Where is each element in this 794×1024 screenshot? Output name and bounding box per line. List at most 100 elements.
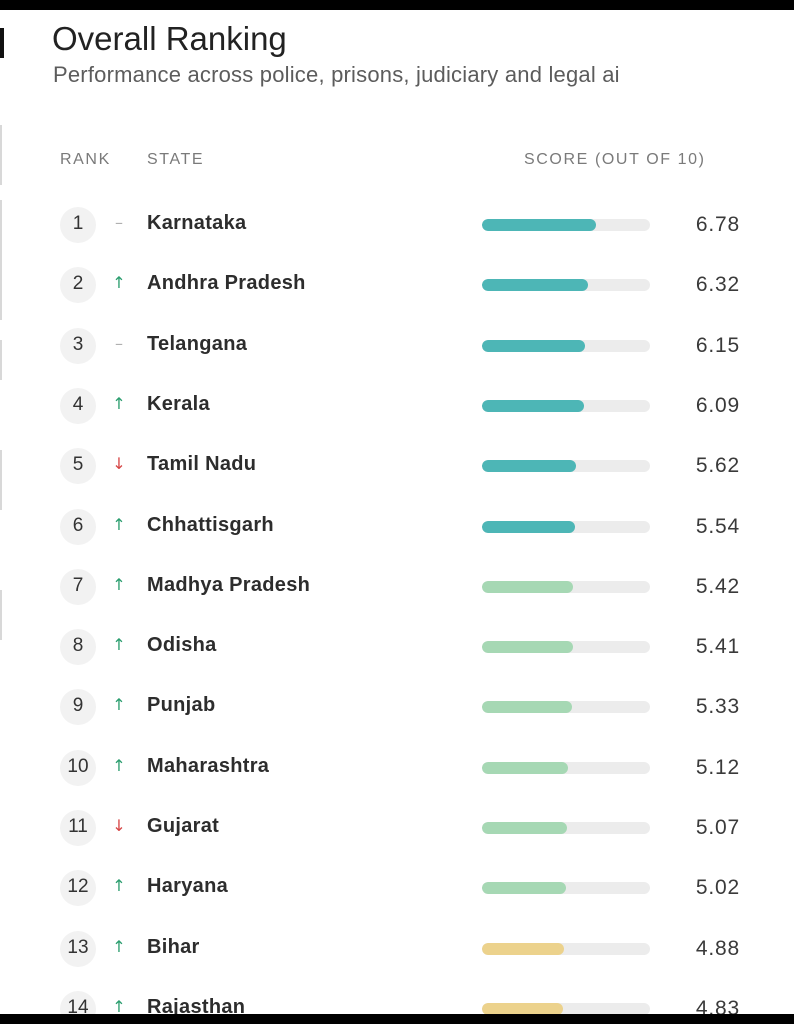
score-bar xyxy=(482,460,576,472)
table-row: 8 ↑ Odisha 5.41 xyxy=(0,627,794,667)
state-name: Tamil Nadu xyxy=(147,453,257,475)
score-bar-track xyxy=(482,279,650,291)
rank-number: 13 xyxy=(67,937,89,958)
rank-badge xyxy=(60,569,96,605)
score-value: 5.02 xyxy=(695,876,740,899)
score-value: 4.88 xyxy=(695,937,740,960)
state-name: Gujarat xyxy=(147,815,220,837)
rank-number: 2 xyxy=(72,273,84,294)
score-bar xyxy=(482,400,584,412)
score-value: 5.33 xyxy=(695,695,740,718)
score-bar xyxy=(482,521,575,533)
state-name: Maharashtra xyxy=(147,755,270,777)
score-value: 6.32 xyxy=(695,273,740,296)
rank-badge xyxy=(60,991,96,1014)
rank-badge xyxy=(60,509,96,545)
score-value: 5.12 xyxy=(695,756,740,779)
ranking-panel: Overall Ranking Performance across polic… xyxy=(0,10,794,1014)
page-title: Overall Ranking xyxy=(52,20,287,57)
table-row: 5 ↓ Tamil Nadu 5.62 xyxy=(0,446,794,486)
score-bar xyxy=(482,882,566,894)
score-bar xyxy=(482,1003,563,1014)
rank-badge xyxy=(60,629,96,665)
score-bar-track xyxy=(482,882,650,894)
rank-badge xyxy=(60,931,96,967)
arrow-up-icon: ↑ xyxy=(112,515,126,534)
rank-badge xyxy=(60,870,96,906)
score-bar xyxy=(482,340,585,352)
rank-number: 7 xyxy=(72,575,84,596)
score-value: 5.62 xyxy=(695,454,740,477)
table-row: 14 ↑ Rajasthan 4.83 xyxy=(0,989,794,1014)
rank-badge xyxy=(60,267,96,303)
score-bar xyxy=(482,701,572,713)
arrow-down-icon: ↓ xyxy=(112,454,126,473)
edge-segment xyxy=(0,200,2,320)
score-value: 5.07 xyxy=(695,816,740,839)
state-name: Madhya Pradesh xyxy=(147,574,311,596)
arrow-up-icon: ↑ xyxy=(112,575,126,594)
score-bar xyxy=(482,641,573,653)
arrow-down-icon: ↓ xyxy=(112,816,126,835)
table-row: 11 ↓ Gujarat 5.07 xyxy=(0,808,794,848)
left-edge-decoration xyxy=(0,10,2,1014)
state-name: Bihar xyxy=(147,936,200,958)
rank-number: 1 xyxy=(72,213,84,234)
title-accent-mark xyxy=(0,28,4,58)
dash-icon: – xyxy=(115,213,123,232)
edge-segment xyxy=(0,590,2,640)
rank-number: 10 xyxy=(67,756,89,777)
arrow-up-icon: ↑ xyxy=(112,273,126,292)
table-row: 1 – Karnataka 6.78 xyxy=(0,205,794,245)
table-row: 3 – Telangana 6.15 xyxy=(0,326,794,366)
score-value: 5.42 xyxy=(695,575,740,598)
score-bar xyxy=(482,943,564,955)
rank-number: 9 xyxy=(72,695,84,716)
ranking-table: 1 – Karnataka 6.78 2 ↑ Andhra Pradesh 6.32 3 – Tel… xyxy=(0,10,794,1014)
arrow-up-icon: ↑ xyxy=(112,997,126,1014)
rank-number: 3 xyxy=(72,334,84,355)
score-bar-track xyxy=(482,219,650,231)
dash-icon: – xyxy=(115,334,123,353)
rank-badge xyxy=(60,328,96,364)
score-bar-track xyxy=(482,762,650,774)
table-row: 2 ↑ Andhra Pradesh 6.32 xyxy=(0,265,794,305)
score-bar-track xyxy=(482,581,650,593)
score-value: 6.78 xyxy=(695,213,740,236)
score-bar-track xyxy=(482,701,650,713)
score-bar xyxy=(482,219,596,231)
table-row: 6 ↑ Chhattisgarh 5.54 xyxy=(0,507,794,547)
score-bar xyxy=(482,762,568,774)
edge-segment xyxy=(0,340,2,380)
score-bar-track xyxy=(482,400,650,412)
state-name: Andhra Pradesh xyxy=(147,272,306,294)
arrow-up-icon: ↑ xyxy=(112,937,126,956)
rank-badge xyxy=(60,388,96,424)
score-bar-track xyxy=(482,943,650,955)
arrow-up-icon: ↑ xyxy=(112,635,126,654)
state-name: Kerala xyxy=(147,393,210,415)
state-name: Odisha xyxy=(147,634,217,656)
score-value: 5.54 xyxy=(695,515,740,538)
rank-number: 5 xyxy=(72,454,84,475)
bottom-black-bar xyxy=(0,1014,794,1024)
table-row: 10 ↑ Maharashtra 5.12 xyxy=(0,748,794,788)
table-row: 12 ↑ Haryana 5.02 xyxy=(0,868,794,908)
table-row: 4 ↑ Kerala 6.09 xyxy=(0,386,794,426)
page-subtitle: Performance across police, prisons, judi… xyxy=(53,62,620,87)
rank-badge xyxy=(60,689,96,725)
state-name: Haryana xyxy=(147,875,229,897)
rank-badge xyxy=(60,448,96,484)
rank-number: 11 xyxy=(68,816,88,837)
rank-number: 8 xyxy=(72,635,84,656)
score-bar-track xyxy=(482,460,650,472)
arrow-up-icon: ↑ xyxy=(112,876,126,895)
score-bar-track xyxy=(482,340,650,352)
column-header-rank: RANK xyxy=(60,151,111,168)
rank-badge xyxy=(60,750,96,786)
state-name: Chhattisgarh xyxy=(147,514,274,536)
score-value: 4.83 xyxy=(695,997,740,1014)
state-name: Punjab xyxy=(147,694,216,716)
state-name: Karnataka xyxy=(147,212,247,234)
arrow-up-icon: ↑ xyxy=(112,394,126,413)
